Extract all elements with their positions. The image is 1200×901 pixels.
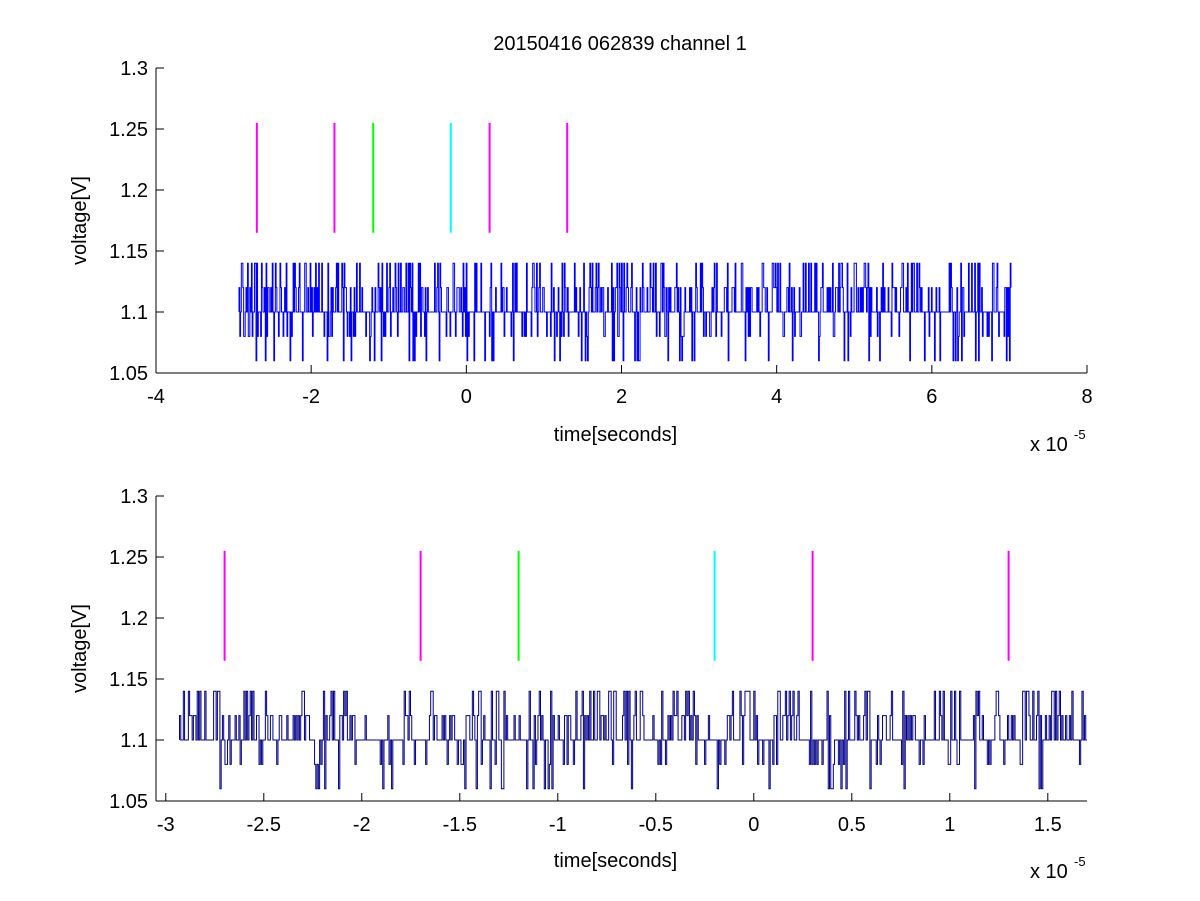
figure-title: 20150416 062839 channel 1 bbox=[493, 33, 747, 55]
y-tick-label: 1.2 bbox=[120, 608, 148, 630]
x-tick-label: 0 bbox=[461, 386, 472, 408]
x-tick-label: 8 bbox=[1081, 386, 1092, 408]
x-tick-label: -3 bbox=[157, 814, 175, 836]
y-tick-label: 1.3 bbox=[120, 486, 148, 508]
axes-1: -4 -2 0 2 4 6 8 1.05 1.1 1.15 1.2 1.25 1.3 time[secon… bbox=[69, 58, 1093, 456]
y-tick-label: 1.25 bbox=[109, 119, 148, 141]
y-axis-label: voltage[V] bbox=[69, 176, 91, 265]
x-tick-label: -2 bbox=[353, 814, 371, 836]
axes-2: -3 -2.5 -2 -1.5 -1 -0.5 0 0.5 1 1.5 1.05 1.1 1.15 1.2… bbox=[69, 486, 1087, 883]
x-multiplier-label: x 10 bbox=[1030, 861, 1068, 883]
x-tick-label: 2 bbox=[616, 386, 627, 408]
y-tick-label: 1.1 bbox=[120, 302, 148, 324]
x-tick-label: 1 bbox=[944, 814, 955, 836]
x-tick-label: -4 bbox=[147, 386, 165, 408]
y-tick-label: 1.1 bbox=[120, 730, 148, 752]
y-tick-label: 1.05 bbox=[109, 363, 148, 385]
x-tick-label: 0.5 bbox=[838, 814, 866, 836]
signal-series bbox=[179, 690, 1087, 790]
y-tick-label: 1.15 bbox=[109, 669, 148, 691]
y-tick-label: 1.25 bbox=[109, 547, 148, 569]
y-tick-label: 1.05 bbox=[109, 791, 148, 813]
x-tick-label: -0.5 bbox=[639, 814, 673, 836]
signal-series bbox=[238, 262, 1012, 362]
y-tick-label: 1.2 bbox=[120, 180, 148, 202]
y-axis-label: voltage[V] bbox=[69, 604, 91, 693]
x-multiplier-exponent: -5 bbox=[1074, 854, 1086, 869]
x-multiplier-exponent: -5 bbox=[1074, 427, 1086, 442]
x-tick-label: -2.5 bbox=[247, 814, 281, 836]
x-tick-label: -2 bbox=[302, 386, 320, 408]
x-tick-label: -1.5 bbox=[443, 814, 477, 836]
x-tick-label: 0 bbox=[748, 814, 759, 836]
x-axis-label: time[seconds] bbox=[554, 424, 677, 446]
x-tick-label: 1.5 bbox=[1034, 814, 1062, 836]
x-axis-label: time[seconds] bbox=[554, 850, 677, 872]
x-multiplier-label: x 10 bbox=[1030, 434, 1068, 456]
x-tick-label: -1 bbox=[549, 814, 567, 836]
y-tick-label: 1.3 bbox=[120, 58, 148, 80]
y-tick-label: 1.15 bbox=[109, 241, 148, 263]
x-tick-label: 4 bbox=[771, 386, 782, 408]
x-tick-label: 6 bbox=[926, 386, 937, 408]
